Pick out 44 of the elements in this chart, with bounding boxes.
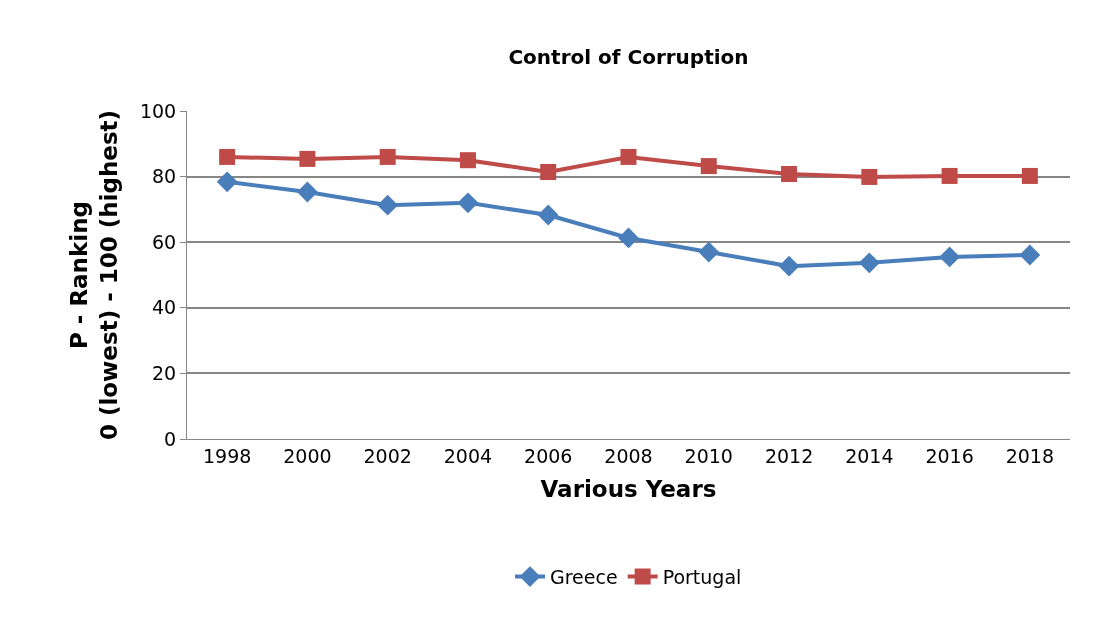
y-tick-label: 40 [152, 296, 177, 319]
point [297, 181, 318, 203]
point [778, 255, 800, 277]
y-tick-label: 0 [164, 427, 177, 450]
point [698, 241, 720, 263]
point [457, 192, 479, 214]
point [861, 168, 878, 185]
y-tick-label: 80 [152, 165, 177, 188]
y-tick-label: 100 [139, 99, 177, 122]
point [377, 194, 399, 216]
point [1019, 244, 1041, 266]
x-axis-title: Various Years [540, 476, 717, 503]
x-tick-label: 2002 [363, 444, 412, 467]
point [858, 252, 880, 274]
legend-label: Greece [550, 566, 618, 589]
point [216, 171, 238, 193]
x-tick-label: 1998 [202, 444, 252, 467]
point [540, 164, 557, 181]
point [459, 152, 476, 169]
point [939, 246, 960, 268]
point [299, 150, 316, 167]
point [1021, 167, 1038, 184]
y-axis-title: P - Ranking 0 (lowest) - 100 (highest) [66, 109, 123, 441]
point [620, 148, 637, 165]
x-tick-label: 2010 [684, 444, 733, 467]
x-tick-label: 2000 [283, 444, 332, 467]
point [700, 158, 717, 175]
point [941, 167, 958, 184]
chart-title: Control of Corruption [508, 45, 749, 70]
y-tick-label: 60 [152, 230, 177, 253]
x-tick-label: 2008 [604, 444, 653, 467]
x-tick-label: 2018 [1005, 444, 1055, 467]
y-tick-label: 20 [152, 362, 177, 385]
point [781, 165, 798, 182]
point [379, 148, 396, 165]
x-tick-label: 2006 [524, 444, 573, 467]
x-tick-label: 2012 [764, 444, 814, 467]
x-tick-label: 2016 [925, 444, 974, 467]
point [219, 148, 236, 165]
point [618, 227, 639, 249]
x-tick-label: 2014 [845, 444, 894, 467]
point [537, 204, 559, 226]
legend-label: Portugal [662, 566, 742, 589]
x-tick-label: 2004 [443, 444, 493, 467]
